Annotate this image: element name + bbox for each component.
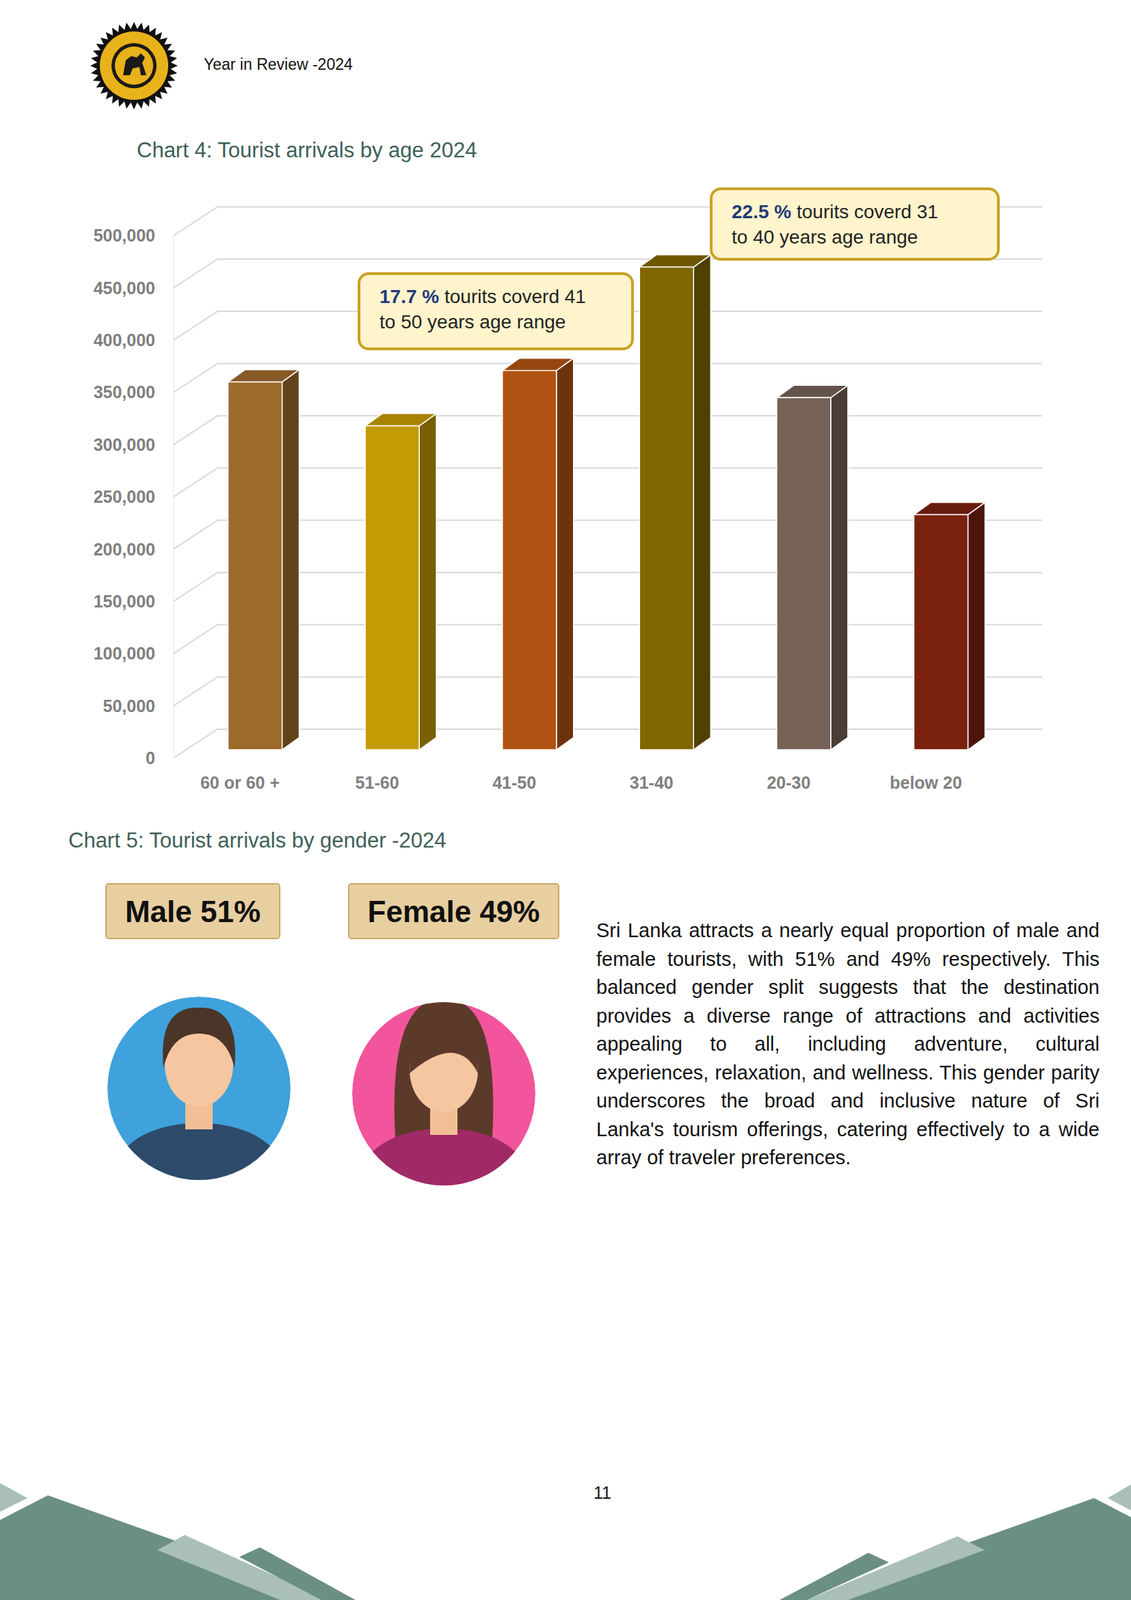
deco (239, 1546, 356, 1600)
grid-line (173, 520, 1043, 550)
data-label: Male 51% (125, 894, 261, 928)
bar-group (914, 501, 986, 750)
label-box (105, 883, 280, 939)
annotation: 22.5 % tourits coverd 31 to 40 years age … (711, 188, 999, 260)
bar (502, 370, 557, 750)
bar-side (968, 501, 986, 750)
bar-group (365, 413, 437, 750)
bars (228, 254, 986, 750)
x-axis: 60 or 60 + 51-60 41-50 31-40 20-30 below 20 (200, 772, 963, 792)
footer-decoration (0, 1482, 1131, 1600)
bar-side (419, 413, 437, 750)
y-tick-label: 200,000 (93, 539, 156, 559)
bar-group (228, 369, 300, 750)
y-tick-label: 250,000 (93, 486, 156, 507)
deco (806, 1535, 985, 1600)
page-number: 11 (593, 1482, 612, 1502)
bar-side (282, 369, 300, 750)
deco (1107, 1483, 1131, 1510)
bar (776, 397, 831, 750)
chart-title: Chart 4: Tourist arrivals by age 2024 (136, 138, 477, 163)
bar-group (776, 384, 848, 750)
label-box (348, 883, 559, 939)
logo-lion (123, 53, 147, 76)
bar (228, 381, 283, 750)
annotation-highlight: 17.7 % (379, 285, 439, 308)
annotation-line1: 17.7 % tourits coverd 41 (379, 285, 587, 308)
deco (806, 1497, 1131, 1600)
page: Year in Review -2024 Chart 4: Tourist arr… (0, 0, 1131, 1600)
grid-line (173, 728, 1043, 758)
y-tick-label: 150,000 (93, 591, 156, 611)
chart-title: Chart 5: Tourist arrivals by gender -202… (68, 828, 447, 853)
x-tick-label: below 20 (889, 772, 963, 792)
bar-group (502, 358, 574, 750)
logo-inner (114, 46, 154, 85)
y-tick-label: 400,000 (93, 330, 156, 350)
y-tick-label: 0 (145, 748, 156, 768)
grid-line (173, 415, 1043, 445)
annotation-text: to 50 years age range (379, 311, 566, 333)
bar (365, 426, 420, 750)
annotation-highlight: 22.5 % (731, 201, 792, 223)
canvas: Year in Review -2024 Chart 4: Tourist arr… (0, 0, 1131, 1600)
annotation-text: tourits coverd 41 (438, 285, 587, 308)
logo-core (111, 43, 157, 89)
annotation-text: to 40 years age range (731, 226, 918, 248)
deco (0, 1482, 28, 1512)
annotation-text: tourits coverd 31 (791, 201, 939, 223)
deco (0, 1494, 342, 1600)
x-tick-label: 20-30 (766, 772, 811, 792)
avatar (107, 996, 291, 1184)
bar-top (228, 369, 300, 382)
bar-top (365, 413, 437, 427)
bar-top (914, 501, 986, 515)
logo-sunburst (90, 21, 178, 110)
bar (914, 514, 969, 750)
grid-line (173, 467, 1043, 497)
y-tick-label: 50,000 (103, 696, 156, 716)
y-tick-label: 300,000 (93, 434, 156, 455)
hair (162, 1007, 236, 1068)
bar-top (776, 384, 848, 398)
gender-item: Female 49% (348, 883, 559, 1190)
avatar (352, 997, 536, 1190)
y-tick-label: 450,000 (93, 278, 156, 298)
logo (90, 21, 178, 110)
bar-top (502, 358, 574, 371)
annotation-box (711, 188, 999, 260)
y-tick-label: 100,000 (93, 643, 156, 663)
annotation-line1: 22.5 % tourits coverd 31 (731, 201, 939, 223)
x-tick-label: 41-50 (492, 772, 537, 792)
hair (394, 997, 494, 1149)
fringe (409, 1025, 478, 1073)
x-tick-label: 60 or 60 + (200, 772, 280, 792)
y-tick-label: 350,000 (93, 382, 156, 402)
x-tick-label: 51-60 (355, 772, 400, 792)
data-label: Female 49% (367, 894, 541, 928)
bar (639, 266, 694, 750)
annotation: 17.7 % tourits coverd 41 to 50 years age … (358, 273, 633, 349)
annotation-box (358, 273, 633, 349)
bar-side (830, 384, 848, 750)
deco (779, 1552, 889, 1600)
bar-side (556, 358, 574, 750)
grid-line (173, 676, 1043, 706)
logo-ring (99, 31, 169, 100)
bar-side (693, 254, 711, 750)
grid-line (173, 624, 1043, 654)
bar-group (639, 254, 711, 750)
grid-line (173, 572, 1043, 602)
body (110, 1122, 288, 1184)
bar-top (639, 254, 711, 267)
grid-line (173, 363, 1043, 392)
x-tick-label: 31-40 (629, 772, 674, 792)
paragraph: Sri Lanka attracts a nearly equal propor… (596, 916, 1100, 1173)
gender-item: Male 51% (105, 883, 291, 1184)
y-axis: 0 50,000 100,000 150,000 200,000 250,000 300,0… (93, 206, 1043, 768)
deco (157, 1534, 329, 1600)
y-tick-label: 500,000 (93, 225, 156, 245)
header-title: Year in Review -2024 (203, 55, 353, 74)
body (354, 1127, 533, 1190)
